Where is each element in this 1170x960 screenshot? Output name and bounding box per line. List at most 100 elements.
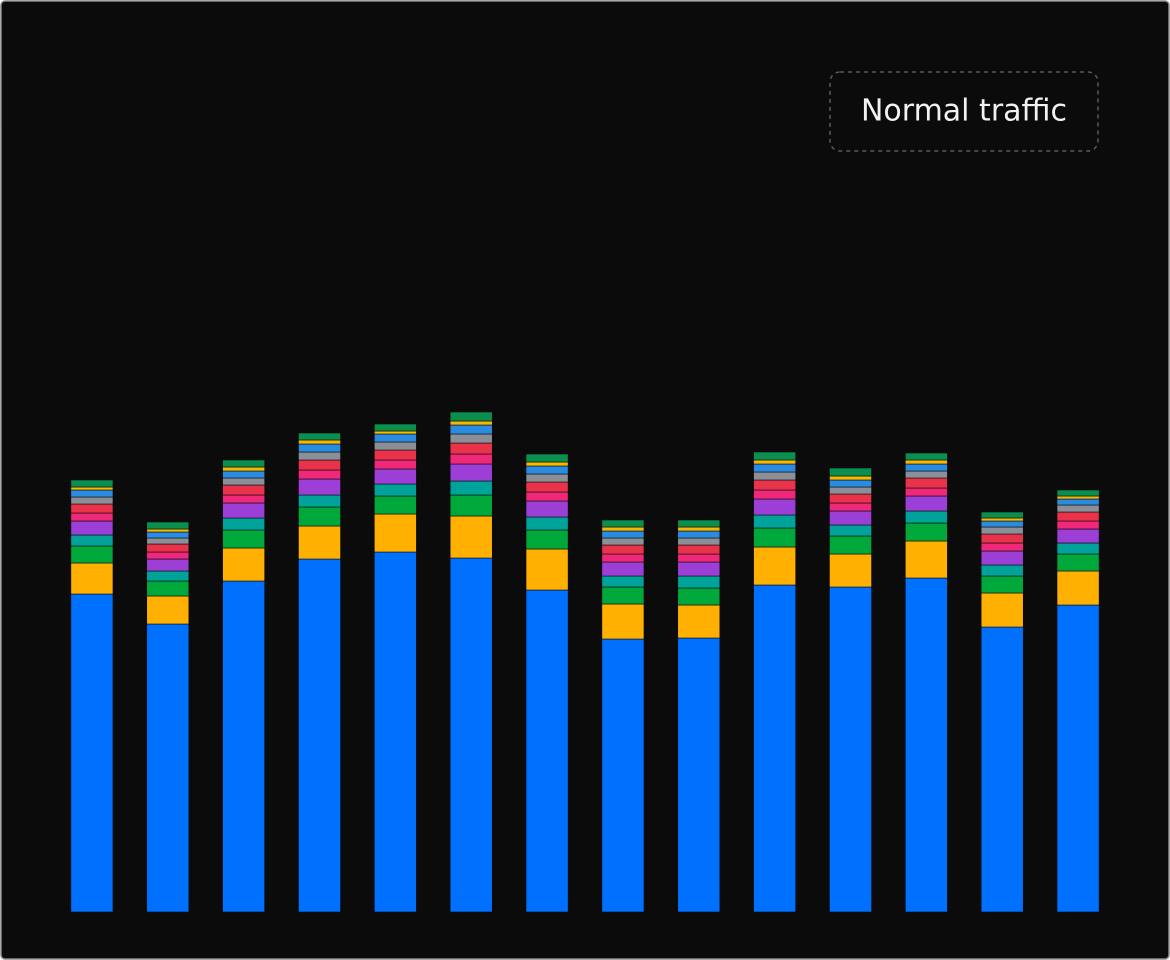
bar-segment [1056, 570, 1100, 606]
bar-segment [525, 481, 569, 493]
bar-segment [222, 484, 265, 496]
bar-segment [753, 514, 796, 529]
bar-segment [980, 520, 1024, 528]
bar-segment [829, 479, 872, 488]
bar-segment [374, 441, 417, 451]
bar-segment [601, 603, 645, 640]
bar-segment [525, 589, 569, 913]
bar-segment [298, 439, 341, 445]
bar-segment [905, 577, 948, 913]
bar-segment [601, 638, 645, 913]
bar-segment [298, 478, 341, 496]
bar-segment [374, 513, 417, 553]
bar-segment [298, 443, 341, 453]
bar-segment [525, 453, 569, 463]
bar-segment [70, 520, 114, 536]
bar-segment [146, 521, 190, 530]
bar-segment [70, 503, 114, 514]
bar-segment [449, 480, 493, 496]
bar-segment [677, 604, 721, 639]
bar-segment [829, 553, 872, 588]
bar-segment [829, 510, 872, 526]
bar-segment [298, 469, 341, 480]
bar-segment [374, 449, 417, 461]
bar-segment [829, 467, 872, 477]
bar-segment [374, 468, 417, 485]
bar-segment [525, 500, 569, 518]
bar-segment [70, 486, 114, 491]
bar-segment [222, 547, 265, 582]
bar-segment [146, 580, 190, 597]
bar-segment [70, 512, 114, 522]
bar-segment [1056, 511, 1100, 522]
bar-segment [70, 489, 114, 498]
bar-segment [829, 586, 872, 913]
bar-segment [298, 432, 341, 441]
bar-segment [677, 526, 721, 532]
bar-segment [677, 561, 721, 577]
bar-segment [677, 519, 721, 528]
bar-segment [298, 558, 341, 913]
bar-segment [753, 471, 796, 481]
bar-segment [677, 537, 721, 546]
bar-segment [829, 502, 872, 512]
bar-segment [70, 545, 114, 564]
bar-segment [525, 529, 569, 550]
bar-segment [146, 623, 190, 913]
bar-segment [222, 459, 265, 468]
bar-segment [753, 451, 796, 461]
bar-segment [146, 570, 190, 582]
bar-segment [146, 528, 190, 533]
bar-segment [525, 473, 569, 483]
bar-segment [677, 587, 721, 606]
bar-segment [1056, 520, 1100, 530]
bar-segment [222, 494, 265, 504]
bar-segment [1056, 528, 1100, 544]
bar-segment [374, 430, 417, 435]
bar-segment [980, 526, 1024, 535]
bar-segment [829, 475, 872, 481]
bar-segment [753, 584, 796, 913]
annotation-box [829, 71, 1099, 152]
bar-segment [905, 487, 948, 497]
bar-segment [905, 477, 948, 489]
bar-segment [449, 494, 493, 517]
bar-segment [601, 586, 645, 605]
bar-segment [601, 526, 645, 532]
bar-segment [753, 498, 796, 516]
bar-segment [374, 495, 417, 515]
bar-segment [525, 465, 569, 475]
bar-segment [677, 637, 721, 913]
bar-segment [601, 537, 645, 546]
bar-segment [1056, 504, 1100, 513]
bar-segment [449, 411, 493, 422]
bar-segment [449, 453, 493, 465]
bar-segment [1056, 604, 1100, 913]
bar-segment [525, 548, 569, 591]
bar-segment [753, 463, 796, 473]
bar-segment [298, 506, 341, 527]
bar-segment [449, 420, 493, 426]
bar-segment [905, 452, 948, 461]
bar-segment [601, 544, 645, 555]
bar-segment [829, 524, 872, 537]
bar-segment [601, 530, 645, 539]
bar-segment [222, 529, 265, 549]
bar-segment [905, 540, 948, 579]
bar-segment [753, 527, 796, 548]
bar-segment [525, 516, 569, 531]
bar-segment [298, 494, 341, 508]
bar-segment [601, 561, 645, 577]
bar-segment [601, 553, 645, 563]
bar-segment [829, 486, 872, 495]
bar-segment [753, 489, 796, 500]
bar-segment [146, 531, 190, 539]
bar-segment [146, 595, 190, 625]
bar-segment [298, 459, 341, 471]
bar-segment [374, 423, 417, 432]
bar-segment [70, 562, 114, 595]
bar-segment [374, 433, 417, 443]
bar-segment [980, 542, 1024, 552]
bar-segment [980, 533, 1024, 544]
